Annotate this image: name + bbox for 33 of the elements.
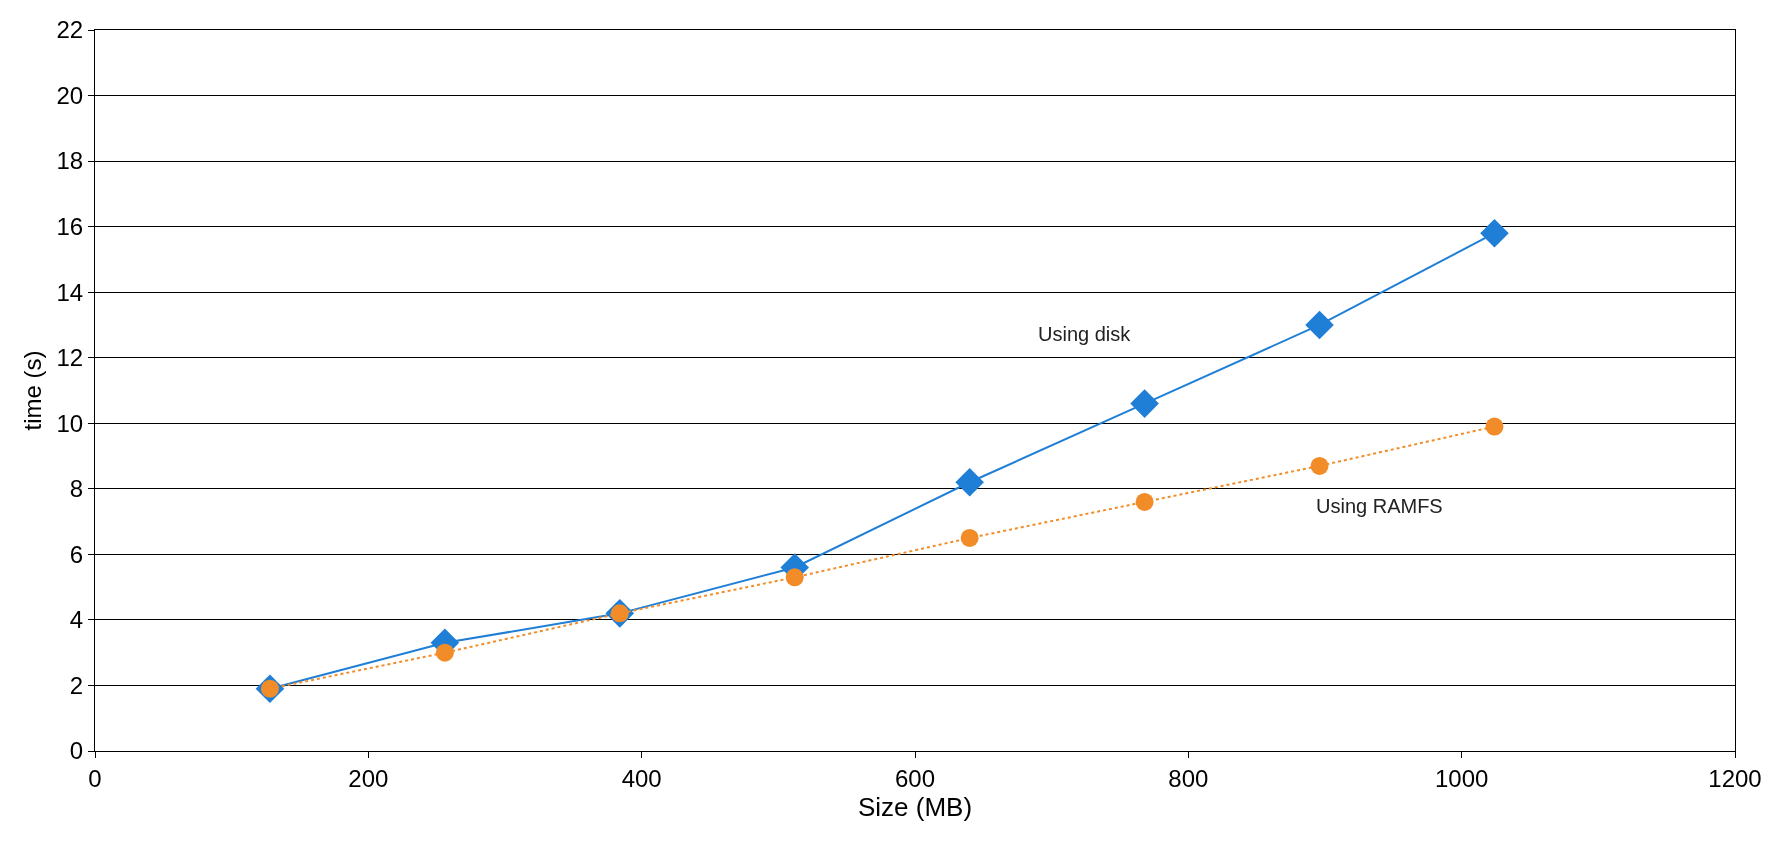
point: [1480, 218, 1509, 248]
y-tick-label: 10: [56, 409, 84, 437]
point: [1305, 310, 1334, 340]
y-tick-label: 0: [69, 737, 84, 765]
y-tick-label: 18: [56, 147, 84, 175]
y-tick-label: 16: [56, 213, 84, 241]
x-tick-label: 1200: [1708, 764, 1762, 792]
x-tick-label: 400: [621, 764, 662, 792]
y-tick-label: 4: [69, 606, 84, 634]
y-tick-label: 20: [56, 81, 84, 109]
x-tick-label: 200: [348, 764, 389, 792]
text: Using disk: [1038, 323, 1132, 345]
y-tick-label: 8: [69, 475, 84, 503]
x-tick-label: 800: [1168, 764, 1209, 792]
y-tick-label: 22: [56, 16, 84, 44]
point: [960, 528, 979, 547]
point: [1310, 456, 1329, 475]
point: [955, 467, 984, 497]
point: [1135, 492, 1154, 511]
series-label: Using RAMFS: [1316, 495, 1443, 517]
point: [435, 643, 454, 662]
point: [1485, 417, 1504, 436]
x-tick-label: 0: [88, 764, 102, 792]
y-axis-title: time (s): [18, 350, 46, 431]
x-axis-title: Size (MB): [857, 791, 973, 822]
y-tick-label: 2: [69, 671, 84, 699]
point: [785, 568, 804, 587]
x-tick-label: 1000: [1434, 764, 1489, 792]
y-tick-label: 14: [56, 278, 84, 306]
y-tick-label: 6: [69, 540, 84, 568]
x-tick-label: 600: [894, 764, 936, 792]
y-tick-label: 12: [56, 344, 84, 372]
point: [1130, 389, 1159, 418]
